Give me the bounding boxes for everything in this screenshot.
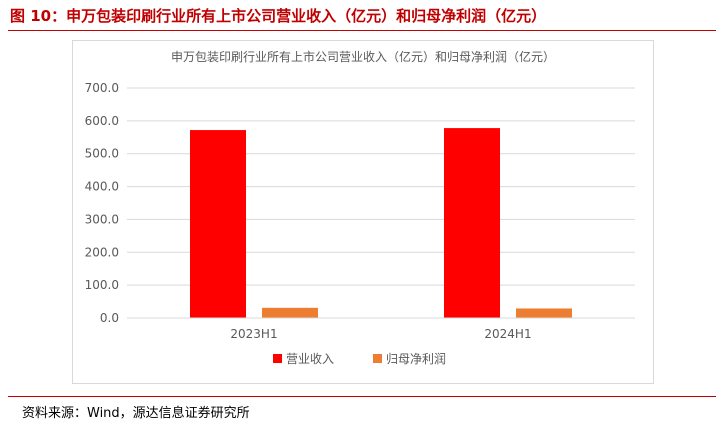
y-tick-label: 0.0	[100, 311, 119, 325]
y-tick-label: 700.0	[85, 81, 119, 95]
y-tick-label: 600.0	[85, 114, 119, 128]
chart-title: 申万包装印刷行业所有上市公司营业收入（亿元）和归母净利润（亿元）	[171, 49, 555, 64]
y-tick-label: 500.0	[85, 147, 119, 161]
x-axis-ticks: 2023H1 2024H1	[230, 327, 531, 341]
bar-0-0	[190, 130, 246, 318]
source-note: 资料来源：Wind，源达信息证券研究所	[22, 406, 250, 421]
top-divider	[8, 30, 716, 31]
figure-title: 图 10：申万包装印刷行业所有上市公司营业收入（亿元）和归母净利润（亿元）	[10, 7, 547, 25]
bar-1-1	[516, 308, 572, 318]
y-tick-label: 100.0	[85, 278, 119, 292]
bar-1-0	[262, 307, 318, 318]
y-tick-label: 300.0	[85, 212, 119, 226]
legend-swatch	[373, 354, 382, 363]
bottom-divider	[8, 396, 716, 397]
legend-label: 归母净利润	[386, 352, 446, 366]
bar-chart: 申万包装印刷行业所有上市公司营业收入（亿元）和归母净利润（亿元） 0.0 100.…	[85, 49, 635, 366]
legend: 营业收入 归母净利润	[273, 352, 446, 366]
bar-0-1	[444, 128, 500, 318]
y-axis-ticks: 0.0 100.0 200.0 300.0 400.0 500.0 600.0 700.0	[85, 81, 119, 325]
x-tick-label: 2024H1	[484, 327, 531, 341]
chart-container: 申万包装印刷行业所有上市公司营业收入（亿元）和归母净利润（亿元） 0.0 100.…	[72, 40, 654, 384]
legend-label: 营业收入	[286, 352, 334, 366]
y-tick-label: 200.0	[85, 245, 119, 259]
bars	[190, 128, 572, 318]
x-tick-label: 2023H1	[230, 327, 277, 341]
legend-swatch	[273, 354, 282, 363]
y-tick-label: 400.0	[85, 180, 119, 194]
